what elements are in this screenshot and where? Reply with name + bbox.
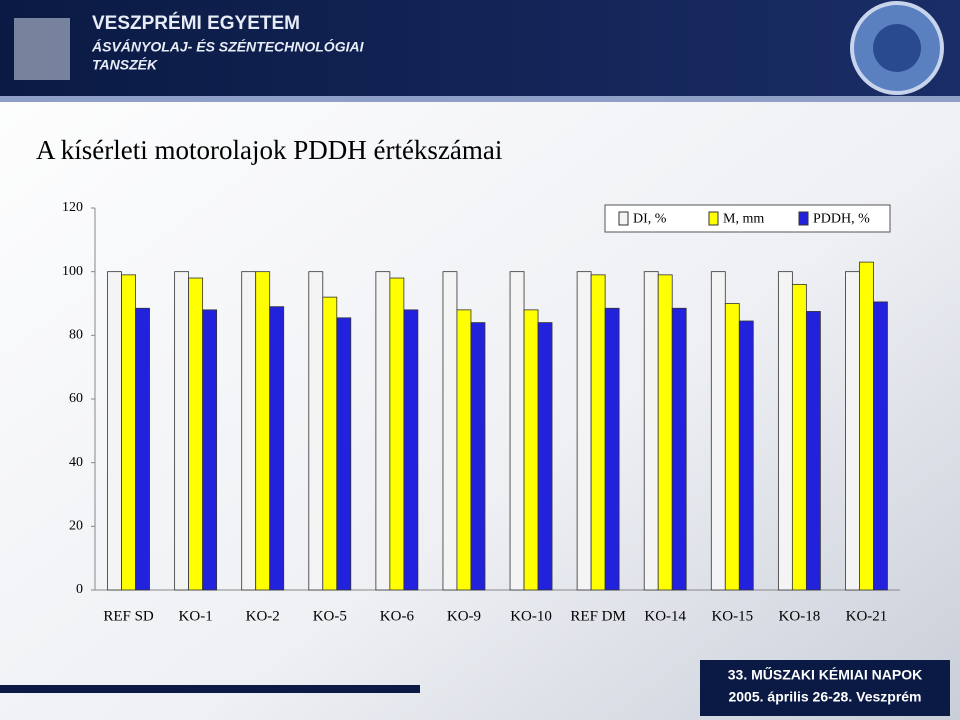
legend-box	[604, 204, 891, 233]
bar	[174, 271, 190, 591]
legend-swatch	[618, 211, 629, 226]
chart: 0 20 40 60 80 100 120 REF SD KO-1 KO-2 KO-5 KO-6 KO-…	[62, 200, 900, 624]
footer-event: 33. MŰSZAKI KÉMIAI NAPOK	[728, 666, 922, 683]
footer-date: 2005. április 26-28. Veszprém	[728, 689, 921, 705]
bar	[859, 261, 874, 591]
department: ÁSVÁNYOLAJ- ÉS SZÉNTECHNOLÓGIAI	[91, 38, 365, 55]
bar	[322, 296, 338, 591]
x-tick-label: KO-10	[510, 608, 552, 624]
bar	[255, 271, 271, 591]
department: TANSZÉK	[92, 57, 158, 73]
bar	[523, 309, 539, 591]
bar	[777, 271, 793, 591]
bar	[470, 322, 486, 591]
legend-label: M, mm	[723, 212, 764, 227]
x-tick-label: KO-9	[447, 608, 481, 624]
legend-label: PDDH, %	[813, 212, 870, 227]
x-tick-label: KO-18	[779, 608, 821, 624]
bar	[389, 277, 405, 591]
y-tick-label: 120	[62, 200, 83, 215]
bar	[643, 271, 659, 591]
bar	[604, 307, 620, 591]
x-tick-label: KO-14	[644, 608, 686, 624]
university-seal	[873, 24, 921, 72]
y-tick-label: 80	[69, 328, 83, 343]
footer-box	[700, 660, 950, 716]
legend-label: DI, %	[633, 212, 667, 227]
university: VESZPRÉMI EGYETEM	[92, 12, 300, 34]
x-tick-label: REF SD	[103, 608, 154, 624]
bar	[537, 322, 553, 591]
y-tick-label: 40	[69, 455, 83, 470]
bar	[724, 303, 740, 591]
bar	[336, 317, 352, 591]
legend-swatch	[708, 211, 719, 226]
y-tick-label: 60	[69, 391, 83, 406]
header-band	[0, 0, 960, 100]
header-rule	[0, 96, 960, 102]
x-tick-label: KO-6	[380, 608, 415, 624]
bar	[308, 271, 324, 591]
bar	[710, 271, 726, 591]
bar	[121, 274, 136, 591]
bar	[456, 309, 472, 591]
bar	[576, 271, 592, 591]
bar	[671, 307, 687, 591]
x-tick-label: KO-5	[313, 608, 347, 624]
bar	[442, 271, 458, 591]
x-tick-label: KO-2	[246, 608, 280, 624]
y-tick-label: 100	[62, 264, 83, 279]
bar	[135, 307, 150, 591]
bar	[509, 271, 525, 591]
bar	[188, 277, 204, 591]
footer-rule	[0, 685, 420, 693]
bar	[738, 320, 754, 591]
bar	[657, 274, 673, 591]
x-tick-label: KO-1	[179, 608, 213, 624]
bar	[590, 274, 606, 591]
bar	[845, 271, 860, 591]
x-tick-label: KO-15	[711, 608, 753, 624]
y-tick-label: 0	[76, 582, 83, 597]
bar	[805, 311, 821, 591]
x-tick-label: KO-21	[846, 608, 888, 624]
legend-swatch	[798, 211, 809, 226]
bar	[873, 301, 888, 591]
bar	[202, 309, 218, 591]
bar	[107, 271, 122, 591]
bar	[375, 271, 391, 591]
bar	[269, 306, 285, 591]
bar	[403, 309, 419, 591]
chart-title: A kísérleti motorolajok PDDH értékszámai	[36, 135, 502, 165]
y-tick-label: 20	[69, 519, 83, 534]
bar	[791, 283, 807, 591]
logo-refinery	[14, 18, 70, 80]
x-tick-label: REF DM	[570, 608, 625, 624]
bar	[241, 271, 257, 591]
